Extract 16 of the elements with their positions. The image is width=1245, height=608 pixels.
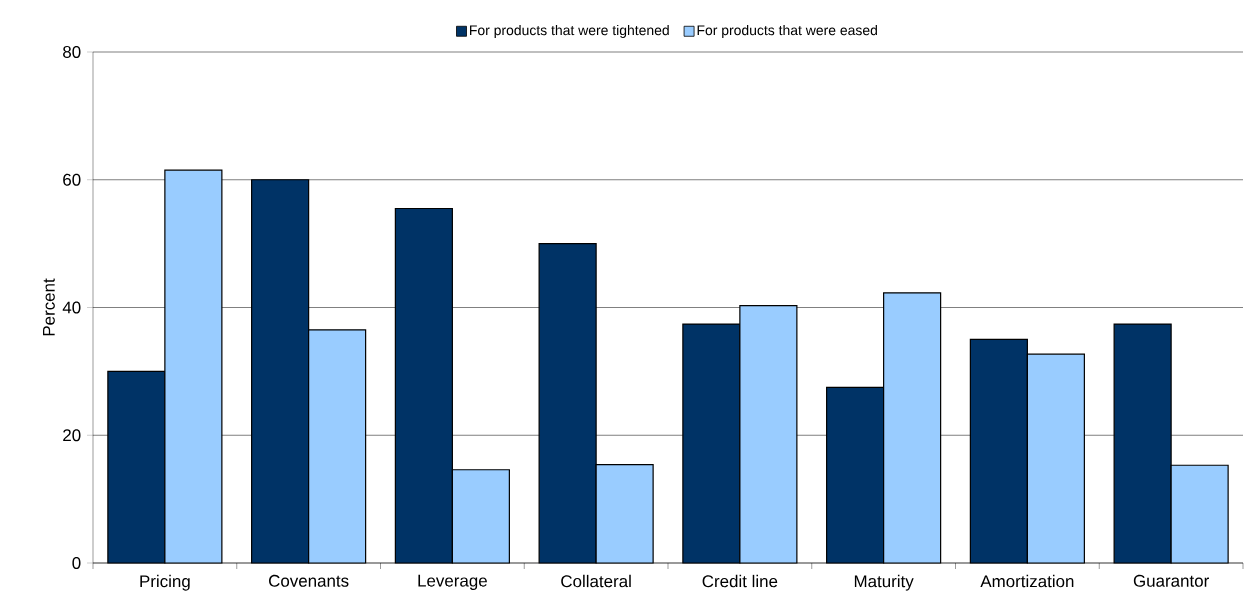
x-tick-label: Leverage xyxy=(418,574,487,591)
x-tick-label: Credit line xyxy=(702,574,778,588)
y-tick-label: 0 xyxy=(72,557,81,569)
x-tick-label: Guarantor xyxy=(1133,574,1209,587)
y-tick-label: 80 xyxy=(63,46,81,58)
legend-label: For products that were tightened xyxy=(470,24,669,38)
x-tick-label: Collateral xyxy=(561,574,631,588)
x-tick-label: Amortization xyxy=(980,574,1074,588)
y-axis-title: Percent xyxy=(43,278,55,336)
y-tick-label: 20 xyxy=(63,429,81,442)
x-tick-label: Covenants xyxy=(269,574,349,587)
x-tick-label: Pricing xyxy=(140,574,190,591)
legend-label: For products that were eased xyxy=(697,24,877,38)
y-tick-label: 60 xyxy=(63,173,81,186)
y-tick-label: 40 xyxy=(62,301,81,314)
x-tick-label: Maturity xyxy=(854,574,914,591)
